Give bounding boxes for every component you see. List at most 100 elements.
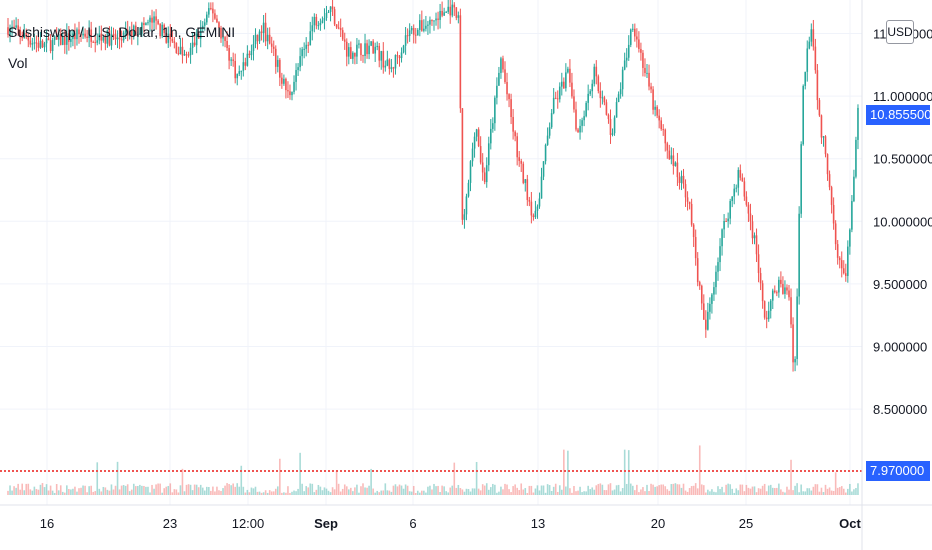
volume-bar	[500, 486, 502, 495]
candle-body	[654, 106, 656, 110]
volume-bar	[725, 484, 727, 495]
candle-body	[822, 136, 825, 138]
candle-body	[266, 34, 269, 42]
candle-body	[311, 25, 314, 32]
candle-body	[483, 172, 486, 183]
candle-body	[755, 235, 758, 255]
candle-body	[72, 33, 74, 39]
candle-body	[556, 98, 559, 100]
volume-bar	[350, 487, 352, 495]
candle-body	[640, 48, 642, 53]
candle-body	[816, 70, 819, 101]
candle-body	[108, 30, 111, 46]
volume-bar	[526, 492, 529, 495]
volume-bar	[842, 488, 845, 495]
volume-bar	[721, 486, 723, 495]
volume-bar	[17, 483, 19, 495]
volume-bar	[55, 483, 58, 495]
volume-bar	[792, 490, 794, 495]
volume-bar	[132, 483, 135, 495]
candle-body	[279, 59, 281, 78]
volume-bar	[611, 490, 614, 495]
candle-body	[11, 26, 13, 28]
volume-bar	[222, 488, 224, 495]
candle-body	[94, 42, 97, 44]
candle-body	[431, 19, 433, 22]
volume-bar	[587, 485, 589, 495]
currency-button[interactable]: USD	[886, 20, 914, 44]
volume-bar	[561, 489, 563, 495]
volume-bar	[694, 483, 697, 495]
candle-body	[61, 36, 64, 45]
volume-bar	[571, 492, 573, 495]
candle-body	[684, 184, 687, 198]
volume-bar	[544, 492, 547, 495]
price-axis[interactable]: 11.50000011.00000010.50000010.0000009.50…	[873, 27, 932, 418]
candle-body	[264, 22, 267, 42]
volume-bar	[609, 483, 612, 495]
candle-body	[660, 120, 662, 130]
candle-body	[437, 18, 439, 20]
volume-bar	[9, 485, 11, 495]
volume-bar	[402, 488, 405, 495]
candle-body	[623, 60, 626, 70]
volume-bar	[556, 491, 559, 495]
candle-body	[490, 128, 492, 144]
volume-bar	[145, 486, 147, 495]
candle-body	[453, 4, 456, 8]
candle-body	[199, 28, 202, 39]
volume-indicator-label[interactable]: Vol	[8, 55, 28, 71]
volume-bar	[485, 483, 488, 495]
volume-bar	[185, 484, 188, 495]
candle-body	[96, 40, 99, 43]
volume-bar	[642, 487, 644, 495]
candle-body	[319, 22, 322, 26]
candle-body	[824, 136, 827, 155]
volume-bar	[331, 487, 334, 495]
volume-bar	[191, 490, 194, 495]
candle-body	[169, 33, 172, 39]
volume-bar	[709, 491, 711, 495]
volume-bar	[583, 491, 585, 495]
volume-bar	[826, 488, 829, 495]
volume-bar	[159, 483, 161, 495]
volume-bar	[431, 489, 433, 495]
candle-body	[210, 8, 212, 10]
volume-bar	[313, 492, 316, 495]
volume-bar	[333, 489, 336, 495]
candle-body	[98, 33, 101, 41]
candle-body	[238, 71, 241, 74]
volume-bar	[360, 486, 362, 495]
candle-body	[254, 34, 257, 45]
candle-body	[504, 69, 506, 83]
candle-body	[285, 78, 287, 91]
volume-bar	[670, 484, 673, 495]
chart-title: Sushiswap / U.S. Dollar, 1h, GEMINI	[8, 24, 236, 40]
candle-body	[840, 260, 843, 269]
candle-body	[92, 41, 94, 43]
candle-body	[670, 155, 673, 160]
time-axis[interactable]: 16 23 12:00 Sep 6 13 20 25 Oct	[40, 516, 862, 531]
volume-bar	[195, 484, 198, 495]
volume-bar	[61, 491, 64, 495]
candle-body	[771, 290, 774, 301]
candle-body	[195, 33, 198, 46]
candle-body	[855, 139, 857, 177]
volume-bar	[696, 488, 699, 495]
candle-body	[857, 107, 859, 140]
volume-bar	[21, 483, 23, 495]
volume-bar	[469, 491, 472, 495]
candle-body	[565, 72, 567, 89]
candle-body	[451, 4, 454, 16]
volume-bar	[167, 485, 170, 495]
candle-body	[110, 34, 113, 46]
candle-body	[49, 40, 52, 51]
volume-bar	[810, 490, 813, 495]
candle-body	[17, 25, 19, 31]
candle-body	[86, 36, 88, 38]
candle-body	[177, 53, 180, 55]
candle-body	[80, 34, 82, 36]
volume-bar	[550, 491, 553, 495]
candle-body	[293, 81, 295, 92]
